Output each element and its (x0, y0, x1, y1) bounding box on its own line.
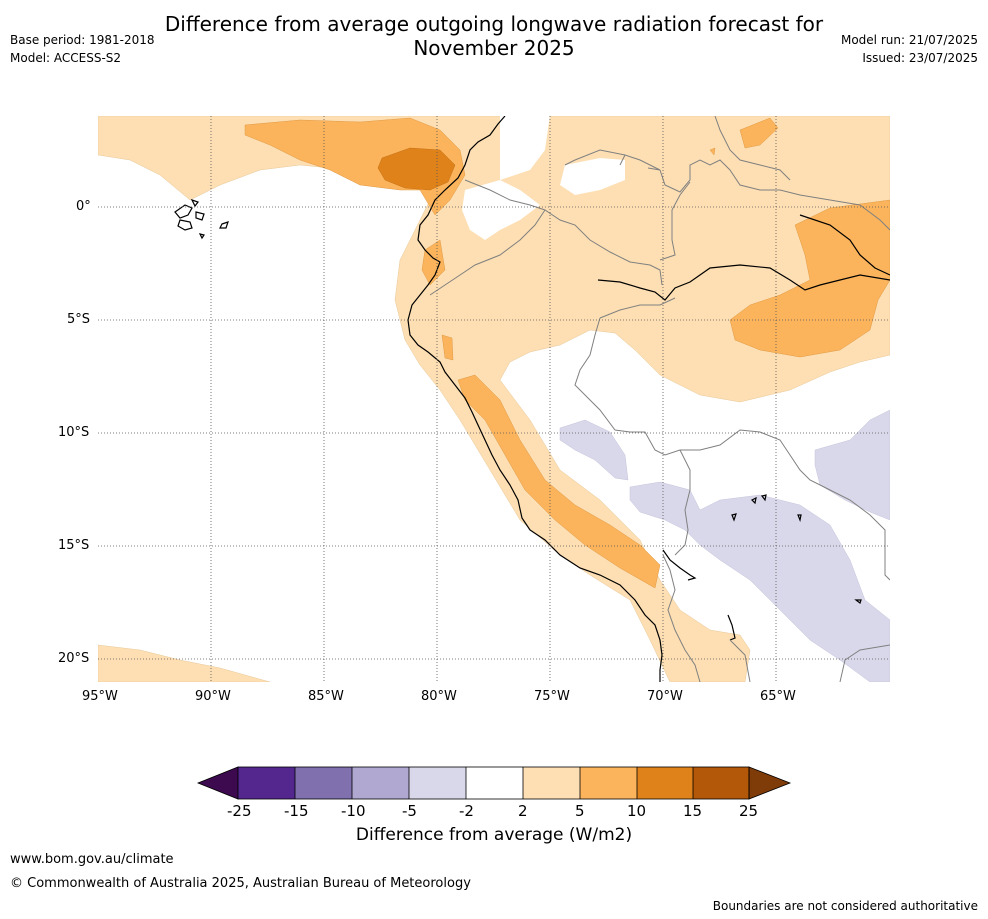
anomaly-10-15-region (377, 147, 456, 191)
footer-note: Boundaries are not considered authoritat… (712, 899, 978, 913)
lat-label: 0° (76, 199, 91, 214)
lon-label: 90°W (195, 689, 231, 704)
footer-copyright: © Commonwealth of Australia 2025, Austra… (10, 876, 471, 891)
lon-label: 85°W (308, 689, 344, 704)
chart-title: Difference from average outgoing longwav… (0, 12, 988, 60)
issued-date: Issued: 23/07/2025 (862, 51, 978, 65)
colorbar-segment (466, 767, 523, 799)
title-line-1: Difference from average outgoing longwav… (164, 12, 824, 36)
colorbar-tick: -10 (341, 802, 366, 820)
colorbar-segment (295, 767, 352, 799)
lat-label: 20°S (58, 651, 90, 666)
colorbar-segment (637, 767, 693, 799)
title-line-2: November 2025 (413, 36, 575, 60)
anomaly-minus5-minus2-region (559, 409, 890, 682)
colorbar-extend-low (196, 766, 239, 800)
colorbar-segment (523, 767, 580, 799)
anomaly-5-10-region (244, 117, 890, 589)
lon-label: 75°W (534, 689, 570, 704)
base-period: Base period: 1981-2018 (10, 33, 155, 47)
colorbar-tick: 10 (627, 802, 647, 820)
lon-label: 65°W (760, 689, 796, 704)
model-name: Model: ACCESS-S2 (10, 51, 122, 65)
coastline (174, 116, 890, 682)
colorbar-tick: -5 (402, 802, 417, 820)
meta-right: Model run: 21/07/2025 Issued: 23/07/2025 (841, 31, 978, 67)
lon-label: 80°W (421, 689, 457, 704)
colorbar-segment (580, 767, 637, 799)
colorbar-tick: 5 (575, 802, 585, 820)
country-borders (429, 116, 890, 682)
colorbar-tick: 15 (683, 802, 703, 820)
lat-label: 5°S (67, 312, 91, 327)
colorbar-segment (238, 767, 295, 799)
lon-label: 70°W (647, 689, 683, 704)
colorbar-segment (409, 767, 466, 799)
meta-left: Base period: 1981-2018 Model: ACCESS-S2 (10, 31, 155, 67)
map-area (98, 116, 890, 682)
anomaly-neutral-region (462, 116, 625, 240)
colorbar-tick: -2 (459, 802, 474, 820)
colorbar-segment (693, 767, 749, 799)
colorbar-tick: 25 (739, 802, 759, 820)
model-run: Model run: 21/07/2025 (840, 33, 978, 47)
colorbar-segment (352, 767, 409, 799)
colorbar-tick: -15 (284, 802, 309, 820)
colorbar (196, 766, 792, 800)
footer-url: www.bom.gov.au/climate (10, 852, 174, 867)
lat-label: 10°S (58, 425, 90, 440)
colorbar-label: Difference from average (W/m2) (355, 825, 633, 845)
gridlines (98, 116, 890, 682)
lon-label: 95°W (82, 689, 118, 704)
colorbar-extend-high (748, 766, 792, 800)
colorbar-tick: -25 (227, 802, 252, 820)
colorbar-tick: 2 (518, 802, 528, 820)
lat-label: 15°S (58, 538, 90, 553)
